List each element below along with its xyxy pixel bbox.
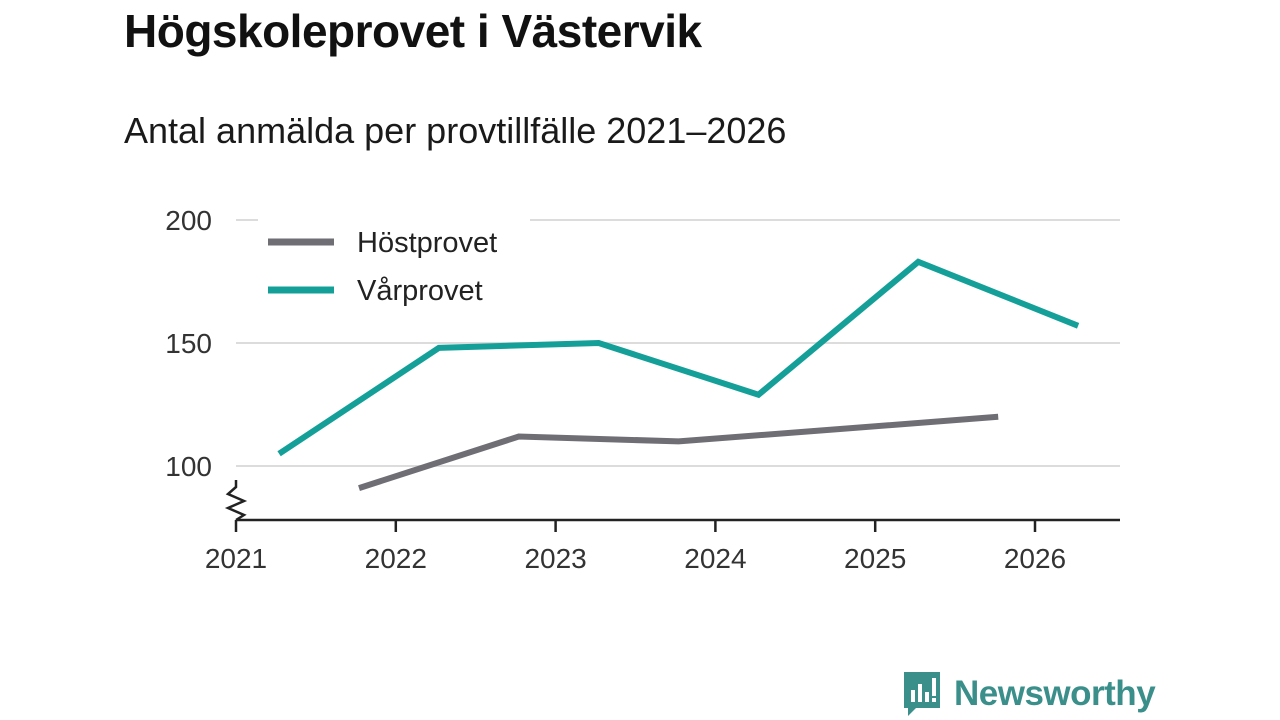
series-line-hostprovet <box>358 413 999 491</box>
y-axis-ticks: 100 150 200 <box>165 205 212 482</box>
x-tick-label-2024: 2024 <box>684 543 746 574</box>
x-tick-label-2022: 2022 <box>365 543 427 574</box>
brand-name: Newsworthy <box>954 674 1156 713</box>
x-axis: 2021 2022 2023 2024 2025 2026 <box>205 480 1120 574</box>
x-tick-label-2026: 2026 <box>1004 543 1066 574</box>
y-axis-break-marker <box>224 480 248 522</box>
y-tick-label-150: 150 <box>165 328 212 359</box>
legend: Höstprovet Vårprovet <box>258 212 530 312</box>
x-tick-label-2025: 2025 <box>844 543 906 574</box>
x-tick-label-2021: 2021 <box>205 543 267 574</box>
legend-label: Vårprovet <box>357 275 483 307</box>
newsworthy-logo-icon <box>904 672 940 716</box>
y-tick-label-200: 200 <box>165 205 212 236</box>
chart-title: Högskoleprovet i Västervik <box>124 5 702 57</box>
legend-label: Höstprovet <box>357 227 497 259</box>
series-line-varprovet <box>277 258 1080 457</box>
chart-subtitle: Antal anmälda per provtillfälle 2021–202… <box>124 110 787 151</box>
series-lines <box>277 258 1080 491</box>
legend-background <box>258 212 530 312</box>
x-tick-label-2023: 2023 <box>524 543 586 574</box>
y-tick-label-100: 100 <box>165 451 212 482</box>
brand-logo: Newsworthy <box>902 670 1156 718</box>
